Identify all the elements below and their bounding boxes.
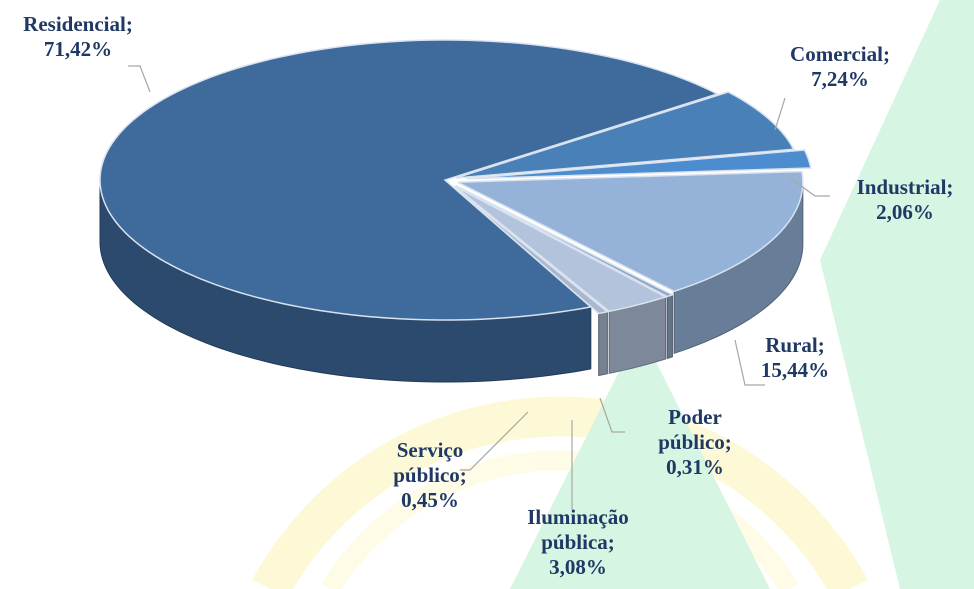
slice xyxy=(454,185,668,313)
background-logo xyxy=(252,0,974,589)
slice-side xyxy=(666,294,673,360)
slice xyxy=(457,170,804,293)
slice xyxy=(452,185,610,315)
category-label: Iluminação pública; xyxy=(527,505,629,554)
data-label: Industrial; 2,06% xyxy=(830,175,974,225)
value-label: 7,24% xyxy=(811,67,869,91)
value-label: 0,31% xyxy=(666,455,724,479)
value-label: 2,06% xyxy=(876,200,934,224)
category-label: Poder público; xyxy=(658,405,732,454)
data-label: Iluminação pública; 3,08% xyxy=(508,505,648,580)
value-label: 15,44% xyxy=(760,358,830,382)
data-label: Poder público; 0,31% xyxy=(640,405,750,480)
category-label: Serviço público; xyxy=(393,438,467,487)
slice xyxy=(466,149,812,180)
slice xyxy=(455,91,795,179)
value-label: 0,45% xyxy=(401,488,459,512)
category-label: Residencial; xyxy=(23,12,133,36)
data-label: Serviço público; 0,45% xyxy=(370,438,490,513)
value-label: 3,08% xyxy=(549,555,607,579)
data-label: Comercial; 7,24% xyxy=(760,42,920,92)
value-label: 71,42% xyxy=(43,37,113,61)
slice xyxy=(99,39,720,321)
slice xyxy=(455,185,675,298)
data-label: Residencial; 71,42% xyxy=(0,12,168,62)
category-label: Rural; xyxy=(765,333,825,357)
category-label: Comercial; xyxy=(790,42,890,66)
category-label: Industrial; xyxy=(856,175,954,199)
data-label: Rural; 15,44% xyxy=(735,333,855,383)
slice-side xyxy=(598,311,608,377)
leader-lines xyxy=(128,65,830,510)
pie xyxy=(99,39,812,383)
